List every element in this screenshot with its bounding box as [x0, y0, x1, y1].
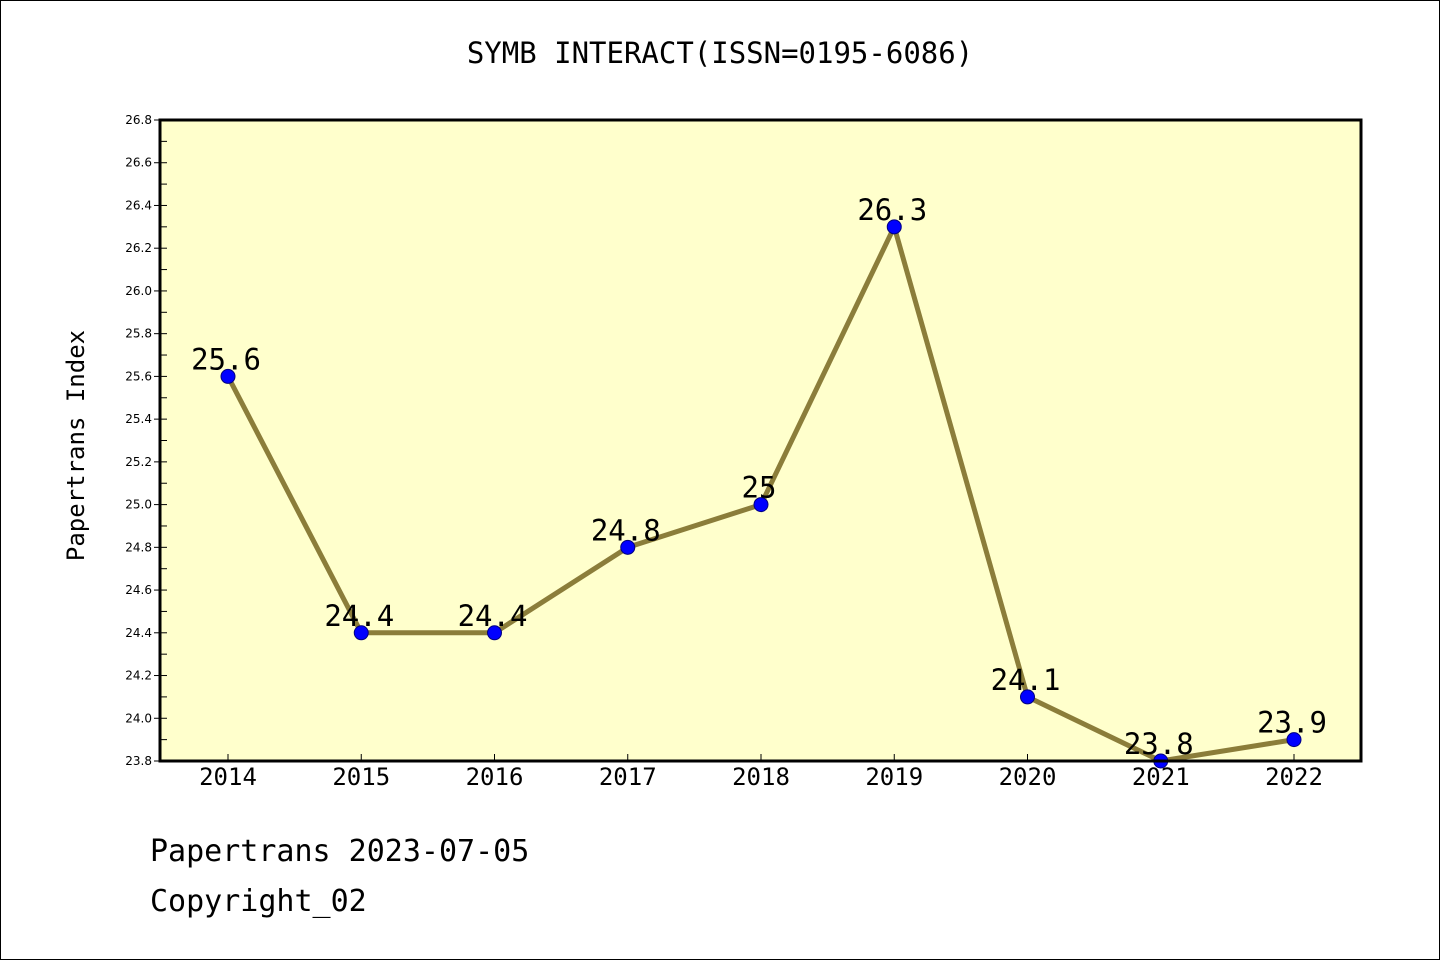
x-tick-label: 2020 [999, 763, 1057, 791]
y-tick-label: 24.6 [125, 583, 152, 597]
chart-title: SYMB INTERACT(ISSN=0195-6086) [466, 36, 974, 70]
data-label: 24.1 [991, 663, 1061, 697]
y-tick-label: 25.4 [125, 412, 152, 426]
y-tick-label: 26.2 [125, 241, 152, 255]
data-point [353, 625, 369, 641]
data-label: 23.8 [1124, 727, 1194, 761]
data-point [753, 497, 769, 513]
data-label: 23.9 [1257, 706, 1327, 740]
y-axis-ticks: 23.8 24.0 24.2 24.4 24.6 24.8 25.0 25.2 25.4 25.6… [125, 113, 167, 768]
y-tick-label: 26.8 [125, 113, 152, 127]
y-tick-label: 25.6 [125, 369, 152, 383]
data-label: 24.4 [458, 599, 528, 633]
data-point [220, 368, 236, 384]
data-label: 25 [742, 471, 777, 505]
plot-area [160, 120, 1361, 761]
plot-border [158, 118, 1363, 763]
footer-date: Papertrans 2023-07-05 [150, 834, 530, 869]
x-tick-label: 2022 [1265, 763, 1323, 791]
x-tick-label: 2014 [199, 763, 257, 791]
y-tick-label: 25.0 [125, 498, 152, 512]
data-label: 26.3 [857, 193, 927, 227]
data-labels: 25.6 24.4 24.4 24.8 25 26.3 24.1 23.8 23.9 [191, 193, 1327, 761]
y-tick-label: 25.2 [125, 455, 152, 469]
x-axis-ticks: 2014 2015 2016 2017 2018 2019 2020 2021 2022 [199, 754, 1323, 791]
data-label: 24.8 [591, 513, 661, 547]
data-point [620, 539, 636, 555]
data-label: 24.4 [324, 599, 394, 633]
x-tick-label: 2018 [732, 763, 790, 791]
y-tick-label: 25.8 [125, 327, 152, 341]
y-tick-label: 24.8 [125, 540, 152, 554]
x-tick-label: 2015 [332, 763, 390, 791]
data-point [1020, 689, 1035, 705]
x-tick-label: 2017 [599, 763, 657, 791]
x-tick-label: 2019 [865, 763, 923, 791]
footer-copyright: Copyright_02 [150, 884, 367, 919]
y-tick-label: 26.6 [125, 156, 152, 170]
y-tick-label: 26.4 [125, 198, 152, 212]
data-point [487, 625, 502, 641]
data-label: 25.6 [191, 342, 261, 376]
y-tick-label: 26.0 [125, 284, 152, 298]
x-tick-label: 2016 [466, 763, 524, 791]
y-tick-label: 24.2 [125, 669, 152, 683]
data-point [1286, 732, 1302, 748]
data-point [886, 219, 902, 235]
y-axis-label: Papertrans Index [62, 330, 90, 561]
y-tick-label: 24.0 [125, 711, 152, 725]
y-tick-label: 23.8 [125, 754, 152, 768]
y-tick-label: 24.4 [125, 626, 152, 640]
